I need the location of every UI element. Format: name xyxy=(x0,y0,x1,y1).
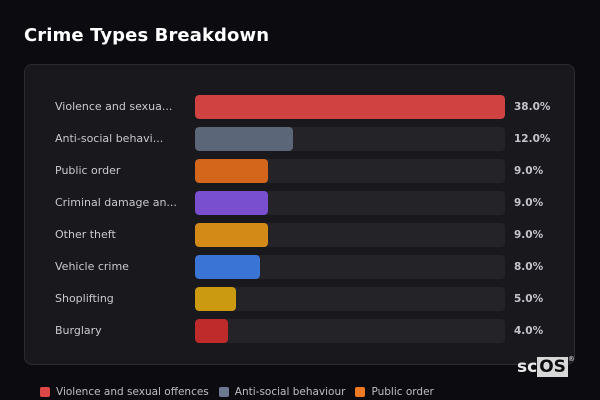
registered-mark: ® xyxy=(567,355,575,363)
bar-value: 9.0% xyxy=(514,165,544,177)
bar-fill[interactable] xyxy=(195,319,228,343)
bar-track xyxy=(195,159,505,183)
legend-item[interactable]: Anti-social behaviour xyxy=(218,386,346,398)
bar-label: Vehicle crime xyxy=(55,260,129,273)
legend-item[interactable]: Violence and sexual offences xyxy=(40,386,209,398)
bar-row[interactable]: Vehicle crime 8.0% xyxy=(25,255,574,279)
bar-value: 8.0% xyxy=(514,261,544,273)
legend-swatch-icon xyxy=(218,387,229,397)
legend-swatch-icon xyxy=(355,387,366,397)
bar-track xyxy=(195,223,505,247)
bar-label: Shoplifting xyxy=(55,292,114,305)
bar-value: 5.0% xyxy=(514,293,544,305)
legend-label: Violence and sexual offences xyxy=(56,386,209,398)
bar-row[interactable]: Violence and sexua... 38.0% xyxy=(25,95,574,119)
bar-value: 9.0% xyxy=(514,197,544,209)
chart-title: Crime Types Breakdown xyxy=(24,25,270,46)
bar-fill[interactable] xyxy=(195,191,269,215)
bar-value: 9.0% xyxy=(514,229,544,241)
bar-fill[interactable] xyxy=(195,159,269,183)
bar-row[interactable]: Burglary 4.0% xyxy=(25,319,574,343)
bar-value: 38.0% xyxy=(514,101,551,113)
bar-track xyxy=(195,191,505,215)
bar-fill[interactable] xyxy=(195,127,293,151)
bar-label: Anti-social behavi... xyxy=(55,132,164,145)
logo-text-sc: sc xyxy=(517,357,538,377)
bar-row[interactable]: Anti-social behavi... 12.0% xyxy=(25,127,574,151)
bar-fill[interactable] xyxy=(195,255,261,279)
legend-label: Public order xyxy=(371,386,434,398)
bar-label: Burglary xyxy=(55,324,102,337)
legend-swatch-icon xyxy=(40,387,50,397)
chart-panel: Violence and sexua... 38.0% Anti-social be… xyxy=(24,64,575,365)
bar-track xyxy=(195,95,505,119)
bar-track xyxy=(195,255,505,279)
bar-fill[interactable] xyxy=(195,95,505,119)
bar-track xyxy=(195,127,505,151)
bar-label: Other theft xyxy=(55,228,116,241)
bar-label: Criminal damage an... xyxy=(55,196,177,209)
bar-row[interactable]: Shoplifting 5.0% xyxy=(25,287,574,311)
bar-fill[interactable] xyxy=(195,223,269,247)
bar-row[interactable]: Public order 9.0% xyxy=(25,159,574,183)
bar-label: Violence and sexua... xyxy=(55,100,173,113)
bar-track xyxy=(195,319,505,343)
scos-logo: sc OS ® xyxy=(517,355,575,377)
bar-row[interactable]: Other theft 9.0% xyxy=(25,223,574,247)
chart-legend: Violence and sexual offences Anti-social … xyxy=(40,386,434,398)
legend-item[interactable]: Public order xyxy=(355,386,434,398)
bar-fill[interactable] xyxy=(195,287,236,311)
bar-label: Public order xyxy=(55,164,121,177)
legend-label: Anti-social behaviour xyxy=(234,386,346,398)
logo-text-os: OS xyxy=(537,357,568,377)
bar-value: 12.0% xyxy=(514,133,551,145)
bar-track xyxy=(195,287,505,311)
bar-value: 4.0% xyxy=(514,325,544,337)
bar-row[interactable]: Criminal damage an... 9.0% xyxy=(25,191,574,215)
